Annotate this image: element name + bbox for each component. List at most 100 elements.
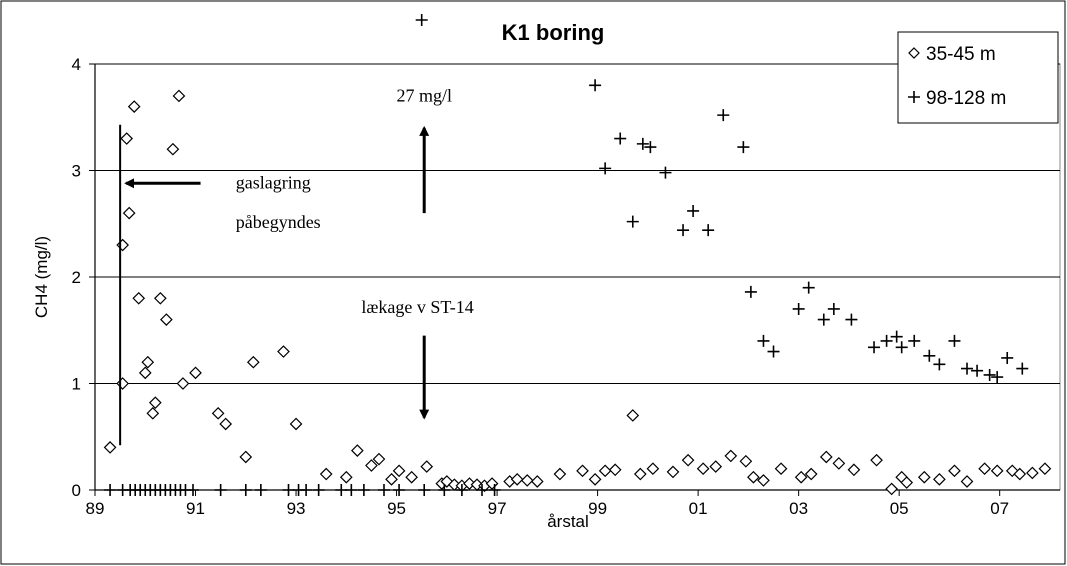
plus-point: [702, 224, 715, 237]
diamond-point: [339, 470, 353, 484]
plus-point: [104, 484, 117, 496]
diamond-point: [246, 355, 260, 369]
diamond-point: [774, 462, 788, 476]
annotation-text: påbegyndes: [236, 212, 321, 232]
diamond-point: [681, 453, 695, 467]
diamond-point: [172, 89, 186, 103]
diamond-point: [990, 464, 1004, 478]
diamond-point: [870, 453, 883, 467]
plus-point: [187, 484, 200, 496]
diamond-point: [900, 476, 914, 489]
x-tick-label: 97: [488, 499, 507, 518]
diamond-point: [289, 417, 303, 431]
x-axis-label: årstal: [547, 512, 589, 531]
plus-point: [817, 313, 830, 326]
plus-point: [1001, 351, 1014, 364]
plus-point: [282, 484, 295, 496]
x-tick-label: 99: [588, 499, 607, 518]
diamond-point: [960, 475, 974, 488]
diamond-point: [319, 467, 333, 481]
diamond-point: [978, 462, 991, 476]
diamond-point: [757, 474, 770, 487]
plus-point: [357, 484, 370, 496]
plus-point: [983, 368, 996, 381]
diamond-point: [885, 482, 898, 496]
diamond-point: [176, 377, 190, 390]
plus-point: [767, 345, 780, 358]
legend-diamond-icon: [908, 47, 920, 59]
plus-point: [890, 330, 903, 343]
plus-point: [677, 224, 690, 237]
x-tick-label: 05: [890, 499, 909, 518]
plus-point: [214, 484, 227, 496]
plus-point: [757, 334, 770, 347]
y-axis-label: CH4 (mg/l): [32, 236, 51, 318]
diamond-point: [141, 355, 155, 369]
y-tick-label: 3: [72, 162, 81, 181]
diamond-point: [420, 460, 434, 473]
diamond-point: [120, 132, 134, 145]
plus-point: [488, 484, 501, 496]
diamond-point: [132, 291, 146, 305]
x-tick-labels: 89 91 93 95 97 99 01 03 05 07: [86, 490, 1009, 518]
diamond-point: [160, 313, 173, 326]
diamond-point: [520, 474, 534, 487]
diamond-point: [832, 457, 846, 470]
diamond-point: [553, 467, 567, 481]
plus-point: [895, 341, 908, 354]
diamond-point: [576, 464, 589, 478]
diamond-point: [277, 345, 290, 358]
diamond-point: [122, 206, 136, 220]
diamond-point: [510, 473, 524, 486]
diamond-point: [530, 475, 544, 488]
diamond-point: [747, 470, 760, 484]
plus-point: [961, 362, 974, 375]
x-tick-label: 89: [86, 499, 105, 518]
x-tick-label: 93: [287, 499, 306, 518]
plus-point: [802, 281, 815, 294]
diamond-point: [847, 463, 861, 477]
diamond-point: [239, 450, 253, 464]
plus-point: [908, 334, 921, 347]
plus-point: [345, 484, 358, 496]
diamond-point: [933, 473, 946, 486]
legend-label-35-45: 35-45 m: [926, 44, 996, 65]
diamond-point: [103, 441, 117, 454]
plus-point: [933, 358, 946, 371]
plus-point: [438, 484, 451, 496]
legend-plus-icon: [908, 91, 920, 103]
diamond-point: [608, 463, 622, 477]
offscale-plus-point: [415, 14, 428, 26]
plus-point: [626, 215, 639, 228]
plus-point: [300, 484, 313, 496]
plus-point: [644, 141, 657, 154]
diamond-point: [666, 465, 680, 479]
plus-point: [377, 484, 390, 496]
diamond-point: [189, 366, 202, 380]
plus-point: [589, 79, 602, 92]
annotation-text: lækage v ST-14: [361, 297, 473, 317]
plus-point: [744, 285, 757, 298]
diamond-point: [1038, 462, 1052, 476]
y-tick-label: 0: [72, 481, 81, 500]
diamond-point: [917, 470, 931, 484]
plus-point: [687, 204, 700, 217]
diamond-point: [405, 470, 418, 484]
plus-point: [845, 313, 858, 326]
plus-point: [393, 484, 406, 496]
diamond-point: [351, 444, 364, 457]
diamond-point: [588, 473, 602, 486]
plus-point: [717, 109, 730, 122]
chart-title: K1 boring: [502, 20, 605, 45]
plus-point: [971, 364, 984, 377]
diamond-point: [724, 449, 738, 463]
legend: 35-45 m 98-128 m: [897, 31, 1059, 124]
diamond-point: [463, 477, 476, 490]
diamond-point: [392, 464, 406, 478]
diamond-point: [804, 467, 818, 481]
diamond-point: [448, 478, 461, 492]
plus-point: [614, 132, 627, 145]
annotations: 27 mg/l gaslagring påbegyndes lækage v ST-1…: [119, 85, 474, 446]
diamond-point: [646, 462, 660, 476]
